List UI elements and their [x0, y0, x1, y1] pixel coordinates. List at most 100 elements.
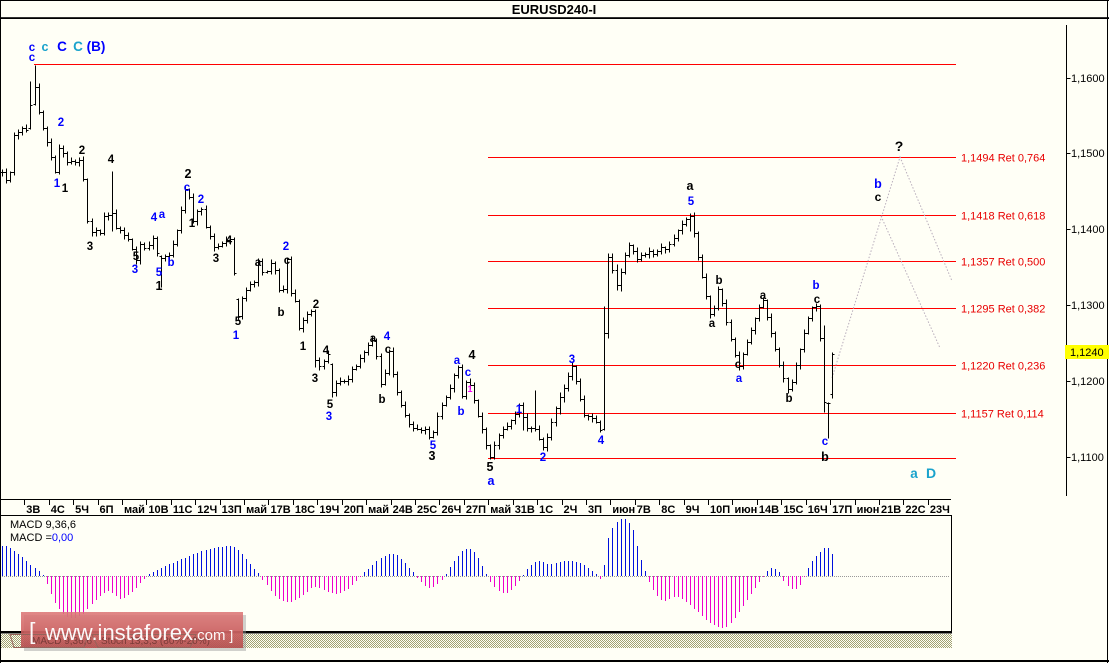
svg-text:20П: 20П [344, 504, 364, 516]
svg-text:b: b [785, 393, 792, 405]
svg-text:Stoch 13,3,3 (80%-20%): Stoch 13,3,3 (80%-20%) [101, 636, 210, 647]
svg-text:MACD 9,36,6: MACD 9,36,6 [32, 636, 92, 647]
svg-text:b: b [457, 406, 464, 418]
svg-text:10В: 10В [148, 504, 168, 516]
svg-text:MACD =0,00: MACD =0,00 [10, 532, 73, 544]
svg-text:3В: 3В [26, 504, 40, 516]
svg-text:24В: 24В [393, 504, 413, 516]
svg-text:4: 4 [151, 212, 158, 224]
svg-text:1: 1 [467, 384, 472, 394]
svg-text:a: a [370, 333, 377, 345]
svg-text:7В: 7В [637, 504, 651, 516]
svg-text:D: D [926, 465, 936, 481]
svg-text:июн: июн [857, 504, 880, 516]
svg-text:3: 3 [213, 253, 219, 265]
svg-text:16Ч: 16Ч [808, 504, 828, 516]
svg-text:31В: 31В [515, 504, 535, 516]
svg-text:?: ? [895, 138, 904, 154]
svg-text:26Ч: 26Ч [441, 504, 461, 516]
svg-text:1: 1 [516, 404, 523, 416]
svg-text:1: 1 [54, 178, 61, 190]
svg-text:23Ч: 23Ч [930, 504, 950, 516]
svg-text:3: 3 [429, 449, 436, 463]
svg-text:1: 1 [189, 218, 196, 230]
svg-text:3: 3 [87, 241, 93, 253]
svg-text:2: 2 [540, 452, 546, 464]
svg-text:17В: 17В [271, 504, 291, 516]
svg-text:1,1500: 1,1500 [1071, 148, 1105, 160]
svg-text:a: a [910, 466, 918, 481]
svg-text:1,1494 Ret 0,764: 1,1494 Ret 0,764 [961, 153, 1045, 165]
svg-text:1С: 1С [539, 504, 553, 516]
svg-text:июн: июн [734, 504, 757, 516]
svg-text:5: 5 [133, 251, 140, 263]
svg-text:a: a [736, 373, 743, 385]
svg-text:4: 4 [323, 345, 330, 357]
svg-text:5: 5 [688, 196, 695, 208]
svg-text:[: [ [29, 618, 36, 644]
svg-text:c: c [29, 42, 36, 54]
svg-text:MACD 9,36,6: MACD 9,36,6 [10, 519, 76, 531]
svg-text:6П: 6П [100, 504, 114, 516]
svg-text:c: c [29, 52, 36, 64]
svg-text:c: c [875, 190, 882, 204]
svg-text:1,1240: 1,1240 [1070, 347, 1104, 359]
svg-text:c: c [184, 182, 191, 194]
svg-text:2Ч: 2Ч [564, 504, 578, 516]
svg-text:b: b [167, 257, 174, 269]
svg-text:c: c [735, 359, 742, 371]
svg-text:4: 4 [469, 348, 476, 362]
svg-text:a: a [159, 209, 166, 221]
svg-text:10П: 10П [710, 504, 730, 516]
svg-text:a: a [709, 318, 716, 330]
svg-text:2: 2 [198, 194, 204, 206]
svg-text:4: 4 [598, 435, 605, 447]
svg-text:5: 5 [156, 267, 163, 279]
svg-text:1: 1 [233, 330, 240, 342]
svg-text:14В: 14В [759, 504, 779, 516]
svg-text:21В: 21В [881, 504, 901, 516]
svg-text:b: b [715, 275, 722, 287]
svg-text:c: c [814, 294, 821, 306]
svg-text:12Ч: 12Ч [197, 504, 217, 516]
svg-text:1,1357 Ret 0,500: 1,1357 Ret 0,500 [961, 257, 1045, 269]
svg-text:2: 2 [58, 117, 64, 129]
svg-text:5Ч: 5Ч [75, 504, 89, 516]
svg-text:9Ч: 9Ч [686, 504, 700, 516]
svg-text:EURUSD240-I: EURUSD240-I [512, 2, 597, 17]
svg-text:1,1600: 1,1600 [1071, 73, 1105, 85]
svg-text:2: 2 [185, 167, 192, 181]
svg-text:b: b [821, 450, 829, 464]
svg-text:1: 1 [300, 341, 307, 353]
svg-text:1,1295 Ret 0,382: 1,1295 Ret 0,382 [961, 304, 1045, 316]
svg-text:b: b [812, 280, 819, 292]
svg-text:1: 1 [62, 183, 69, 195]
svg-text:1: 1 [156, 279, 163, 293]
svg-text:18С: 18С [295, 504, 315, 516]
svg-text:4: 4 [108, 154, 115, 166]
svg-text:5: 5 [430, 440, 437, 452]
svg-text:май: май [124, 504, 145, 516]
svg-text:4С: 4С [51, 504, 65, 516]
svg-text:C: C [57, 39, 67, 54]
svg-text:1,1157 Ret 0,114: 1,1157 Ret 0,114 [961, 409, 1044, 421]
svg-text:1,1300: 1,1300 [1071, 300, 1105, 312]
svg-text:b: b [874, 177, 882, 191]
svg-text:17П: 17П [832, 504, 852, 516]
svg-text:c: c [822, 436, 829, 448]
svg-text:b: b [277, 307, 284, 319]
svg-text:5: 5 [487, 460, 494, 474]
svg-text:c: c [42, 40, 49, 54]
svg-text:4: 4 [384, 331, 391, 343]
svg-text:b: b [378, 394, 385, 406]
svg-text:2: 2 [283, 241, 289, 253]
svg-text:3: 3 [312, 373, 318, 385]
svg-text:3: 3 [132, 264, 138, 276]
svg-text:a: a [760, 290, 767, 302]
svg-text:3П: 3П [588, 504, 602, 516]
svg-text:15С: 15С [783, 504, 803, 516]
svg-text:5: 5 [327, 399, 334, 411]
svg-text:a: a [454, 355, 461, 367]
svg-text:27П: 27П [466, 504, 486, 516]
svg-text:4: 4 [226, 235, 233, 247]
